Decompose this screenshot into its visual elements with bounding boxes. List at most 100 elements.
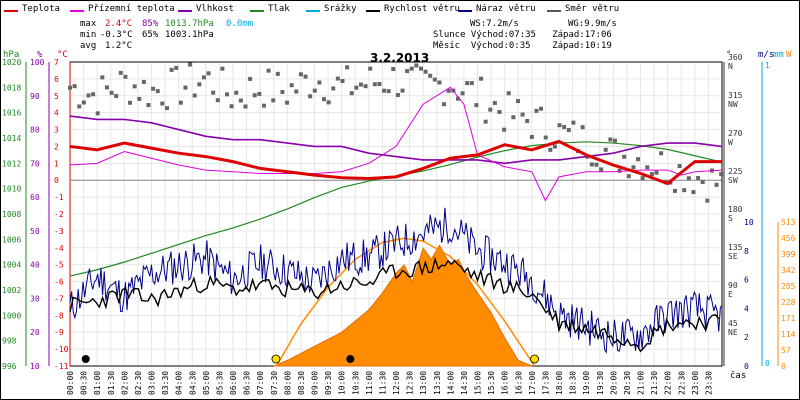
tick-hpa: 1018: [2, 83, 21, 92]
tick-x: 06:30: [243, 371, 252, 395]
tick-hpa: 1014: [2, 134, 21, 143]
dir-point: [386, 89, 391, 94]
series-wind-gust: [69, 207, 723, 354]
dir-point: [183, 85, 188, 90]
dir-point: [118, 70, 123, 75]
dir-point: [400, 88, 405, 93]
tick-temp: -4: [54, 244, 64, 253]
tick-dir-deg: 225: [728, 167, 743, 176]
dir-point: [354, 85, 359, 90]
tick-x: 16:30: [514, 371, 523, 395]
dir-point: [714, 182, 719, 187]
tick-w: 285: [781, 282, 796, 291]
dir-point: [659, 151, 664, 156]
dir-point: [248, 76, 253, 81]
tick-x: 18:00: [555, 371, 564, 395]
tick-w: 171: [781, 314, 796, 323]
series-temperature: [69, 139, 722, 186]
dir-point: [594, 162, 599, 167]
dir-point: [673, 188, 678, 193]
dir-point: [215, 98, 220, 103]
tick-x: 08:00: [283, 371, 292, 395]
tick-dir-label: SE: [728, 252, 738, 261]
tick-x: 03:00: [148, 371, 157, 395]
tick-x: 09:00: [311, 371, 320, 395]
tick-hpa: 1008: [2, 210, 21, 219]
tick-x: 13:30: [433, 371, 442, 395]
tick-x: 05:00: [202, 371, 211, 395]
unit-deg: °: [726, 50, 731, 60]
dir-point: [234, 90, 239, 95]
dir-point: [123, 74, 128, 79]
tick-pct: 100: [30, 58, 45, 67]
stats-min-label: min: [80, 30, 97, 40]
tick-pct: 60: [30, 193, 40, 202]
dir-point: [654, 170, 659, 175]
dir-point: [465, 81, 470, 86]
info-moon: Měsíc Východ:0:35 Západ:10:19: [433, 41, 612, 51]
dir-point: [275, 71, 280, 76]
tick-x: 13:00: [419, 371, 428, 395]
dir-point: [543, 135, 548, 140]
dir-point: [589, 162, 594, 167]
tick-dir-label: NE: [728, 328, 738, 337]
tick-x: 03:30: [161, 371, 170, 395]
dir-point: [312, 88, 317, 93]
tick-temp: 7: [54, 58, 59, 67]
tick-ms: 6: [744, 276, 749, 285]
dir-point: [100, 75, 105, 80]
dir-point: [548, 147, 553, 152]
stats-min-hum: 65%: [142, 30, 159, 40]
tick-x: 11:30: [378, 371, 387, 395]
stats-max-hum: 85%: [142, 19, 159, 29]
unit-mm: mm: [773, 50, 784, 60]
tick-hpa: 1020: [2, 58, 21, 67]
stats-avg-temp: 1.2°C: [105, 41, 133, 51]
dir-point: [479, 76, 484, 81]
legend-swatch-6: [458, 10, 472, 12]
dir-point: [612, 138, 617, 143]
tick-x: 20:00: [609, 371, 618, 395]
tick-x: 09:30: [324, 371, 333, 395]
dir-point: [243, 104, 248, 109]
legend-swatch-4: [306, 10, 320, 12]
tick-dir-deg: 45: [728, 319, 738, 328]
tick-w: 513: [781, 218, 796, 227]
dir-point: [552, 144, 557, 149]
tick-x: 18:30: [569, 371, 578, 395]
tick-x: 05:30: [215, 371, 224, 395]
dir-point: [636, 157, 641, 162]
tick-hpa: 1002: [2, 286, 21, 295]
tick-x: 04:30: [188, 371, 197, 395]
tick-pct: 80: [30, 126, 40, 135]
dir-point: [340, 79, 345, 84]
dir-point: [174, 65, 179, 70]
series-wind-speed: [69, 256, 720, 353]
series-solar: [273, 244, 533, 367]
dir-point: [608, 137, 613, 142]
dir-point: [599, 167, 604, 172]
tick-temp: -5: [54, 261, 64, 270]
tick-ms: 4: [744, 304, 749, 313]
dir-point: [645, 165, 650, 170]
info-wg: WG:9.9m/s: [568, 19, 617, 29]
dir-point: [220, 66, 225, 71]
dir-point: [141, 79, 146, 84]
dir-point: [497, 109, 502, 114]
dir-point: [640, 176, 645, 181]
tick-x: 07:00: [256, 371, 265, 395]
dir-point: [562, 125, 567, 130]
dir-point: [631, 165, 636, 170]
tick-x: 14:00: [446, 371, 455, 395]
dir-point: [298, 72, 303, 77]
tick-mm: 0: [765, 359, 770, 368]
moonset-marker: [346, 355, 355, 363]
moonrise-marker: [81, 355, 90, 363]
dir-point: [91, 92, 96, 97]
dir-point: [405, 69, 410, 74]
tick-dir-label: W: [728, 138, 733, 147]
tick-x: 02:00: [120, 371, 129, 395]
dir-point: [432, 77, 437, 82]
dir-point: [368, 66, 373, 71]
dir-point: [409, 66, 414, 71]
